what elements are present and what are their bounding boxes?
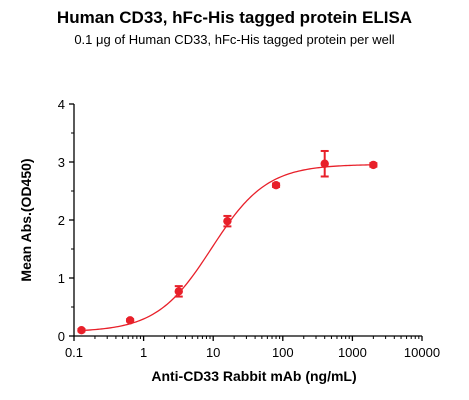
y-tick-label: 3 (58, 155, 65, 170)
data-marker (320, 159, 329, 168)
data-point (174, 285, 183, 298)
y-tick-label: 4 (58, 97, 65, 112)
x-tick-label: 1000 (338, 345, 367, 360)
data-points-layer (77, 149, 378, 335)
data-point (223, 214, 232, 228)
data-marker (174, 287, 183, 296)
fit-curve-layer (81, 164, 374, 332)
x-tick-label: 10000 (404, 345, 440, 360)
data-point (77, 326, 86, 335)
chart-title: Human CD33, hFc-His tagged protein ELISA (56, 8, 413, 27)
x-tick-label: 0.1 (65, 345, 83, 360)
data-marker (125, 316, 135, 325)
y-axis-label: Mean Abs.(OD450) (18, 158, 34, 281)
data-marker (369, 160, 378, 170)
x-tick-label: 1 (140, 345, 147, 360)
data-point (125, 316, 135, 325)
fit-curve (81, 164, 374, 332)
data-marker (271, 181, 281, 190)
data-marker (77, 326, 86, 335)
data-point (369, 160, 378, 170)
x-tick-label: 100 (272, 345, 294, 360)
x-axis-label: Anti-CD33 Rabbit mAb (ng/mL) (151, 368, 356, 384)
data-point (271, 181, 281, 190)
chart-subtitle: 0.1 μg of Human CD33, hFc-His tagged pro… (74, 32, 395, 47)
y-tick-label: 1 (58, 271, 65, 286)
y-tick-label: 0 (58, 329, 65, 344)
axes: 0 1 2 3 4 0.1 1 10 100 1000 10000 (58, 97, 440, 360)
y-tick-label: 2 (58, 213, 65, 228)
data-point (320, 149, 329, 178)
x-tick-label: 10 (206, 345, 220, 360)
data-marker (223, 216, 232, 226)
